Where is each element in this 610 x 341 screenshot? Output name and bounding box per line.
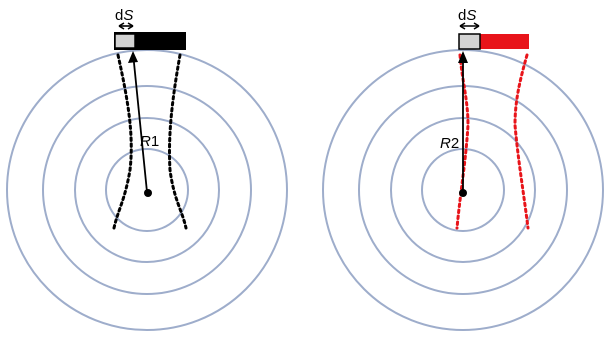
left-detector	[114, 32, 186, 50]
left-panel: dS R1	[6, 7, 288, 331]
left-radius-arrow	[128, 51, 152, 197]
right-detector-element	[458, 33, 481, 50]
right-radius-label: R2	[440, 135, 459, 152]
left-radius-label: R1	[140, 133, 159, 150]
right-center-dot	[459, 189, 467, 197]
left-ring-2	[74, 117, 220, 263]
right-detector	[458, 33, 529, 50]
left-beam-left-edge	[112, 53, 133, 230]
left-ds-label: dS	[115, 7, 133, 24]
left-beam-boundaries	[112, 53, 188, 230]
left-detector-element	[114, 33, 136, 49]
left-ds-arrow	[118, 22, 134, 30]
right-ds-label: dS	[458, 7, 476, 24]
left-beam-right-edge	[167, 53, 188, 230]
left-ring-3	[42, 85, 252, 295]
right-ds-arrow	[459, 22, 480, 30]
right-panel: dS R2	[322, 7, 604, 331]
right-radius-arrow	[458, 51, 468, 197]
left-center-dot	[144, 189, 152, 197]
right-ring-4	[322, 49, 604, 331]
left-ring-1	[105, 148, 189, 232]
right-beam-right-edge	[513, 53, 530, 230]
